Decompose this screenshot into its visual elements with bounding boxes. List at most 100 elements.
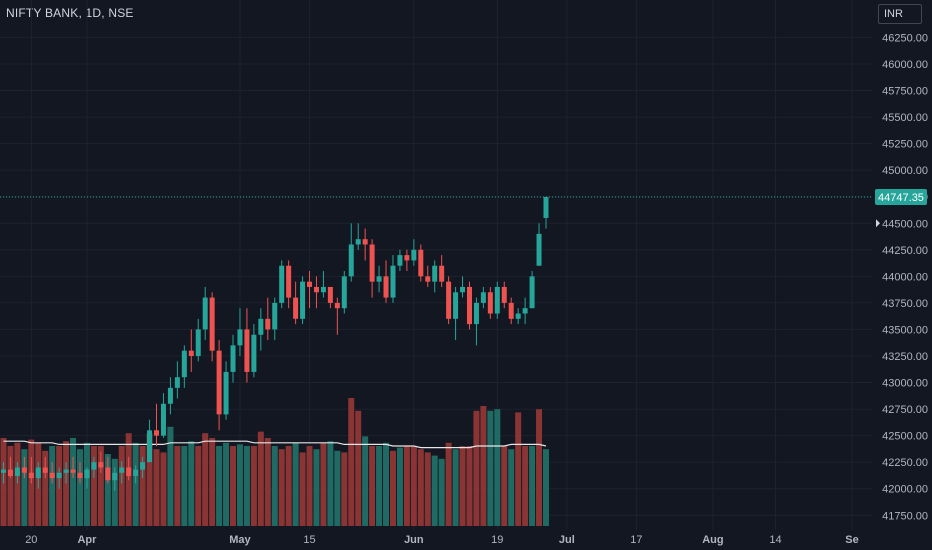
volume-bar: [153, 449, 160, 526]
candle-body: [230, 345, 236, 372]
candle-body: [202, 297, 208, 330]
x-tick-label: Jun: [404, 534, 424, 546]
x-tick-label: May: [229, 534, 251, 546]
candle-body: [348, 244, 354, 277]
y-tick-label: 44000.00: [882, 271, 928, 283]
volume-bar: [278, 449, 285, 526]
candle-body: [341, 276, 347, 309]
volume-bar: [341, 452, 348, 526]
volume-bar: [362, 436, 369, 526]
x-tick-label: 15: [303, 534, 315, 546]
volume-bar: [118, 446, 125, 526]
candle-body: [216, 350, 222, 415]
candle-body: [432, 265, 438, 282]
candle-body: [418, 249, 424, 277]
candle-body: [119, 467, 125, 473]
volume-bar: [285, 446, 292, 526]
candle-body: [181, 350, 187, 378]
volume-bar: [320, 442, 327, 526]
candle-body: [369, 244, 375, 282]
candle-body: [272, 302, 278, 330]
candle-body: [529, 276, 535, 309]
candle-body: [313, 286, 319, 293]
volume-bar: [174, 446, 181, 526]
y-tick-label: 43750.00: [882, 298, 928, 310]
time-axis[interactable]: 20 Apr May 15 Jun 19 Jul 17 Aug 14 Se: [25, 534, 859, 546]
candle-body: [480, 292, 486, 303]
y-tick-label: 45500.00: [882, 112, 928, 124]
candle-body: [21, 467, 27, 473]
candle-body: [334, 302, 340, 309]
volume-bar: [306, 446, 313, 526]
candle-body: [487, 292, 493, 314]
volume-bar: [104, 454, 111, 526]
candle-body: [147, 430, 153, 463]
y-tick-label: 41750.00: [882, 510, 928, 522]
x-tick-label: Aug: [702, 534, 723, 546]
candle-body: [446, 281, 452, 319]
volume-bar: [292, 442, 299, 526]
candle-body: [300, 281, 306, 319]
candle-body: [167, 387, 173, 404]
candle-body: [70, 469, 76, 473]
volume-bar: [480, 406, 487, 526]
volume-bar: [21, 449, 28, 526]
candle-body: [63, 469, 69, 473]
volume-bar: [230, 446, 237, 526]
candle-body: [223, 371, 229, 415]
candle-body: [522, 308, 528, 314]
candle-body: [439, 265, 445, 282]
candle-body: [376, 276, 382, 282]
volume-bar: [243, 446, 250, 526]
volume-bar: [536, 409, 543, 526]
volume-bar: [257, 431, 264, 526]
candle-body: [279, 265, 285, 303]
candle-body: [286, 265, 292, 298]
volume-bar: [70, 438, 77, 526]
x-tick-label: 19: [491, 534, 503, 546]
volume-bar: [132, 442, 139, 526]
candle-body: [494, 286, 500, 314]
currency-button[interactable]: INR: [878, 4, 922, 24]
volume-bar: [299, 452, 306, 526]
volume-bar: [111, 458, 118, 526]
x-tick-label: 14: [769, 534, 781, 546]
volume-ma: [3, 440, 547, 449]
candle-body: [543, 197, 549, 218]
chart-title: NIFTY BANK, 1D, NSE: [6, 6, 134, 20]
volume-bar: [396, 447, 403, 526]
y-tick-label: 42000.00: [882, 484, 928, 496]
volume-bar: [424, 452, 431, 526]
volume-bar: [529, 446, 536, 526]
volume-bars: [0, 398, 549, 526]
candle-body: [411, 249, 417, 261]
volume-ma-line: [3, 440, 547, 449]
candle-body: [188, 350, 194, 356]
candle-body: [265, 318, 271, 330]
volume-bar: [146, 433, 153, 526]
volume-bar: [14, 442, 21, 526]
candle-body: [91, 462, 97, 470]
volume-bar: [473, 410, 480, 526]
volume-bar: [487, 410, 494, 526]
price-axis[interactable]: 46250.00 46000.00 45750.00 45500.00 45250.00…: [875, 32, 928, 522]
candle-body: [501, 286, 507, 303]
candle-body: [320, 286, 326, 293]
volume-bar: [271, 446, 278, 526]
candle-body: [355, 239, 361, 245]
candle-body: [397, 255, 403, 266]
candle-body: [293, 297, 299, 319]
y-tick-label: 45000.00: [882, 165, 928, 177]
last-price-label-bg: [875, 188, 927, 205]
volume-bar: [209, 438, 216, 526]
candle-body: [466, 286, 472, 325]
candle-body: [390, 265, 396, 298]
y-tick-label: 42250.00: [882, 457, 928, 469]
candle-body: [195, 329, 201, 356]
volume-bar: [369, 446, 376, 526]
volume-bar: [216, 446, 223, 526]
y-tick-label: 46250.00: [882, 32, 928, 44]
volume-bar: [202, 433, 209, 526]
candle-body: [105, 467, 111, 481]
